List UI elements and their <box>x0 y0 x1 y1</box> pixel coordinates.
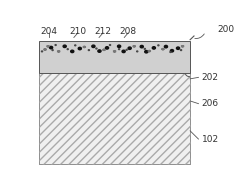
Text: 206: 206 <box>202 100 219 108</box>
Text: 102: 102 <box>202 135 219 144</box>
Circle shape <box>128 47 131 49</box>
Circle shape <box>145 50 148 53</box>
Circle shape <box>44 48 46 50</box>
Circle shape <box>118 45 121 48</box>
Circle shape <box>158 45 159 46</box>
Circle shape <box>106 47 108 49</box>
Circle shape <box>122 50 125 53</box>
Circle shape <box>140 45 143 48</box>
Circle shape <box>50 46 53 49</box>
Circle shape <box>58 50 60 52</box>
Circle shape <box>71 50 74 53</box>
Circle shape <box>88 50 90 51</box>
Circle shape <box>133 45 136 47</box>
Circle shape <box>152 47 156 49</box>
Circle shape <box>170 49 173 52</box>
Circle shape <box>137 51 138 52</box>
Text: 212: 212 <box>94 27 112 36</box>
Text: 202: 202 <box>202 73 219 82</box>
Circle shape <box>164 45 168 48</box>
Circle shape <box>180 50 182 51</box>
Circle shape <box>83 46 86 48</box>
Text: 200: 200 <box>217 25 234 34</box>
Circle shape <box>148 50 150 52</box>
Circle shape <box>75 45 76 46</box>
Circle shape <box>63 45 66 48</box>
Circle shape <box>162 48 164 50</box>
Circle shape <box>98 50 101 52</box>
Circle shape <box>47 45 49 47</box>
Circle shape <box>52 50 53 51</box>
Circle shape <box>181 45 184 47</box>
Circle shape <box>176 47 180 49</box>
Text: 210: 210 <box>69 27 86 36</box>
Circle shape <box>118 49 120 50</box>
Bar <box>39 73 190 164</box>
Circle shape <box>103 49 105 51</box>
Text: 208: 208 <box>120 27 137 36</box>
Circle shape <box>144 48 145 49</box>
Text: 204: 204 <box>40 27 57 36</box>
Circle shape <box>92 45 95 48</box>
Circle shape <box>113 50 116 52</box>
Circle shape <box>78 47 81 50</box>
Circle shape <box>96 48 97 49</box>
Bar <box>39 73 190 164</box>
Circle shape <box>67 49 68 50</box>
Bar <box>39 41 190 73</box>
Circle shape <box>126 49 127 50</box>
